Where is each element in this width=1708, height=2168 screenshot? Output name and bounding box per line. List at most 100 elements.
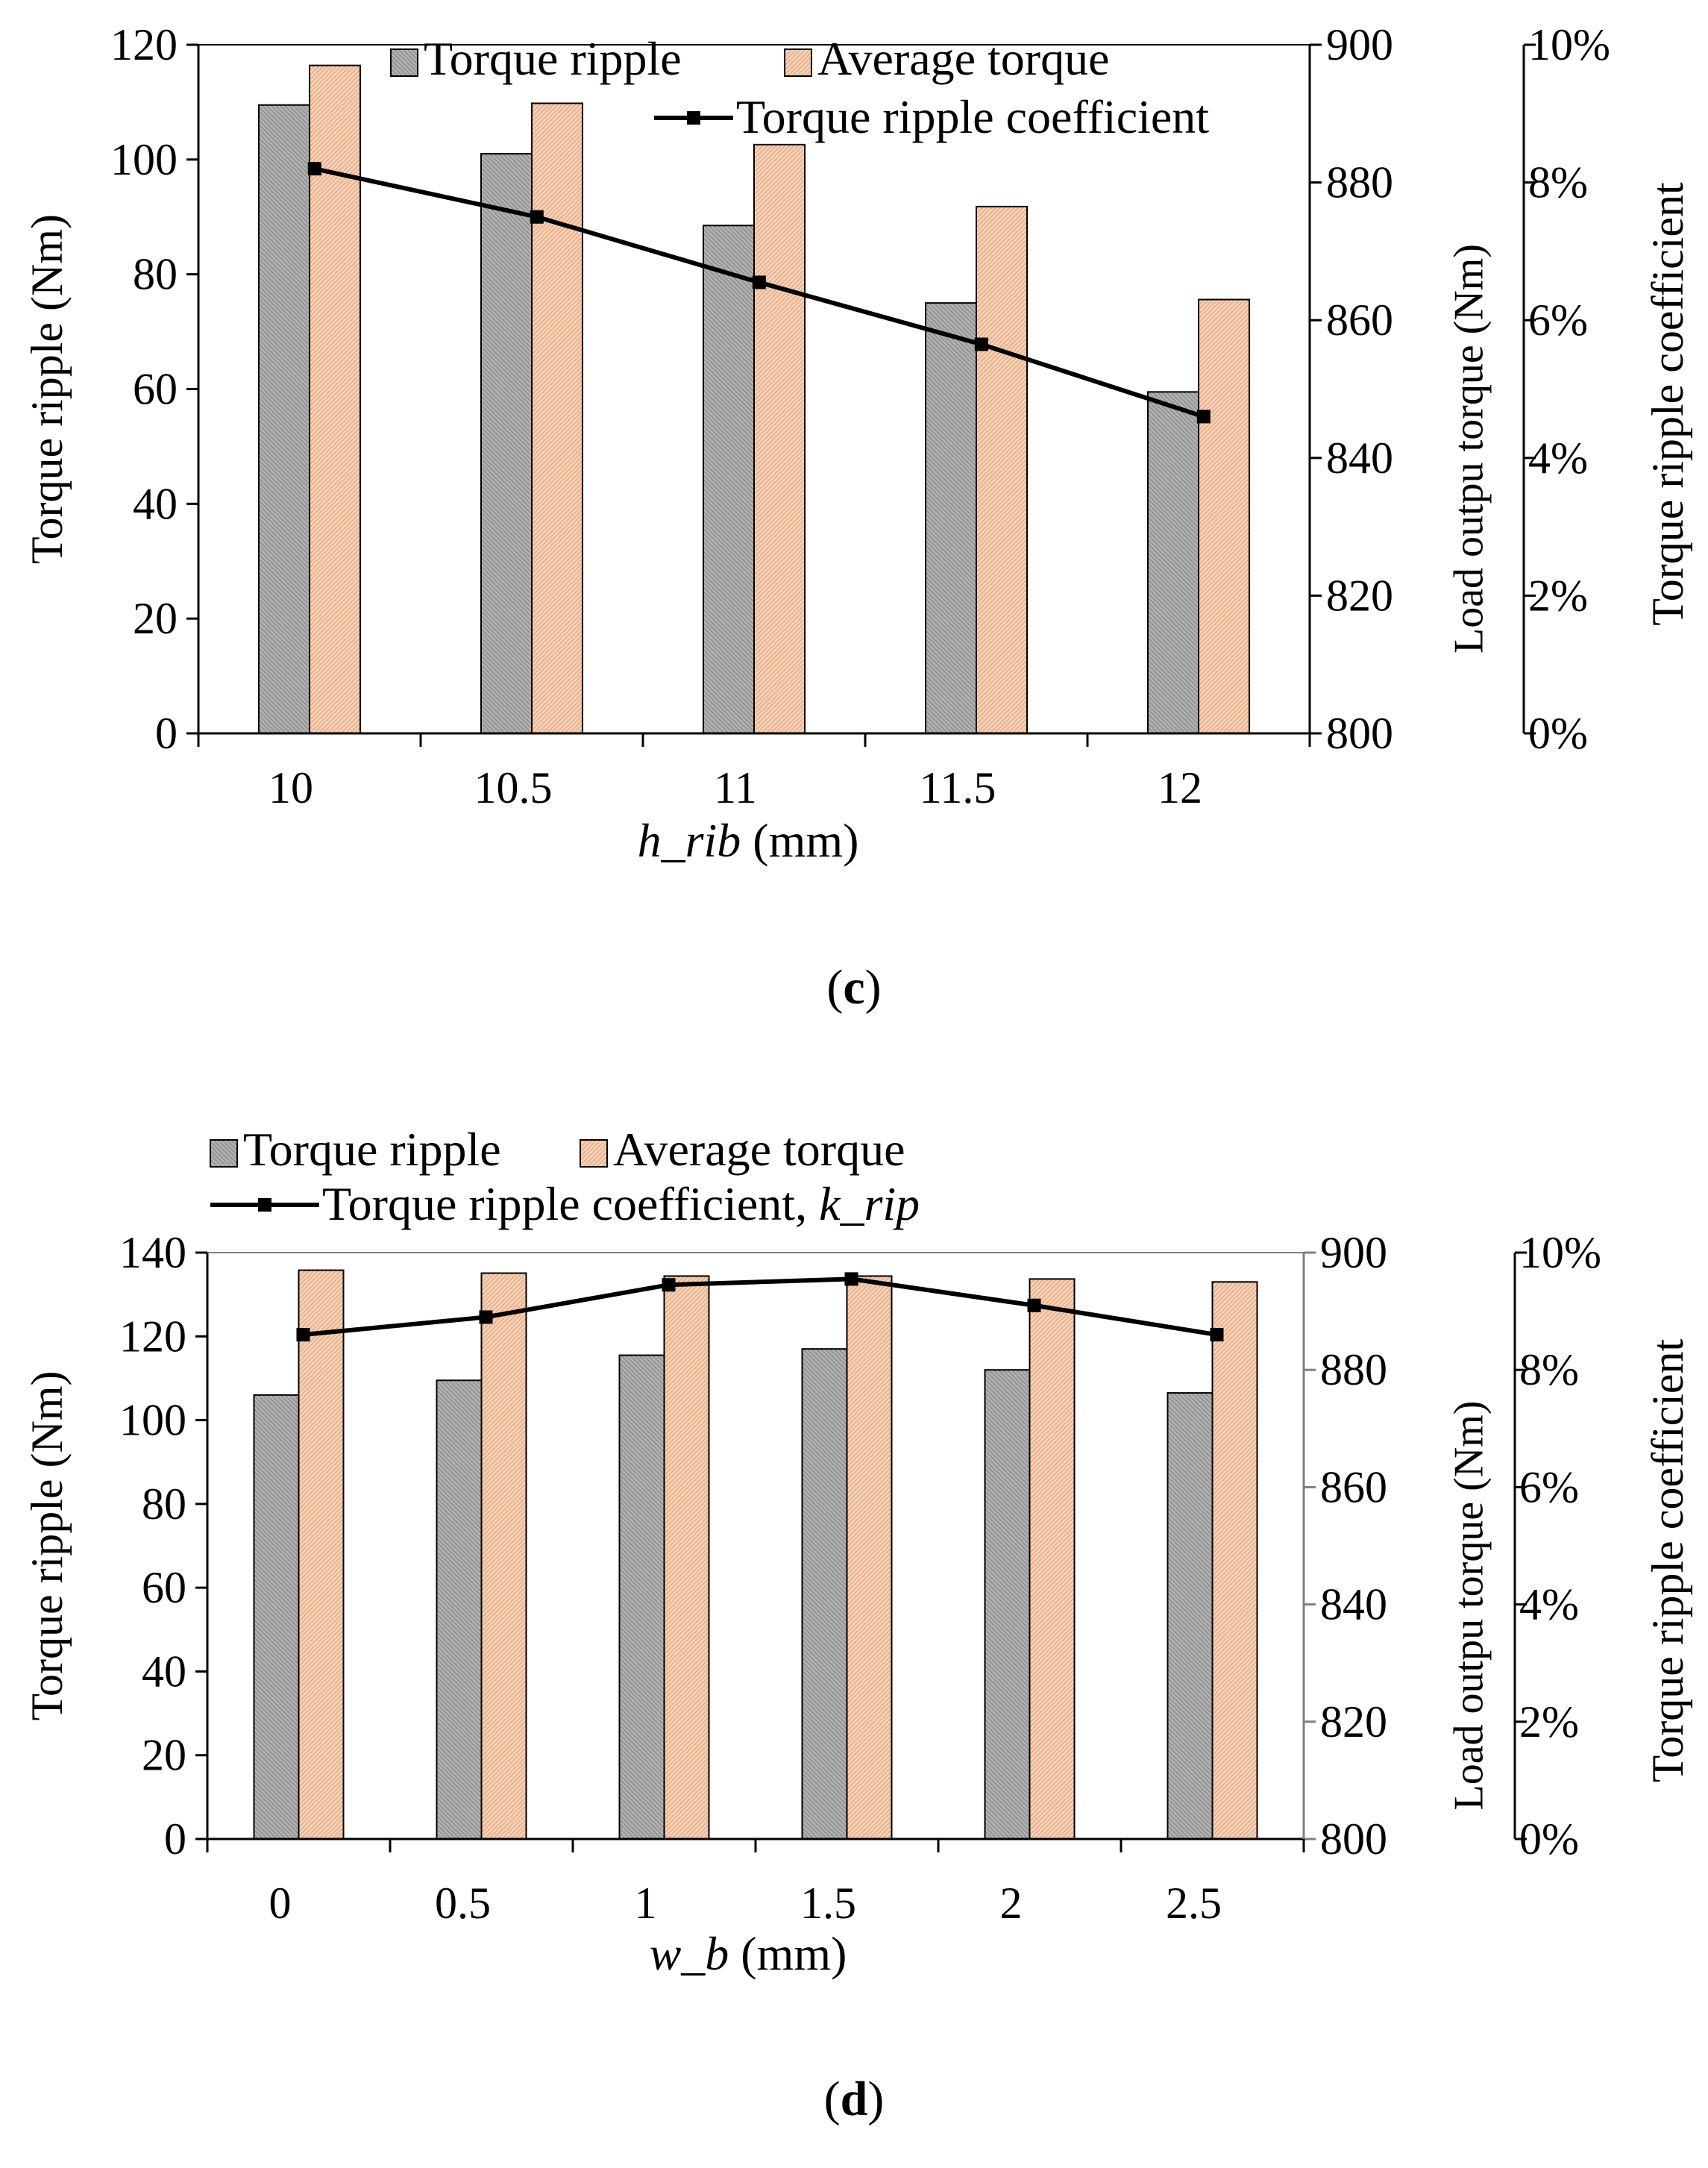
x-axis-variable: w_b: [650, 1927, 729, 1980]
right-tick-label: 6%: [1519, 1462, 1579, 1511]
left-tick-label: 80: [133, 250, 178, 299]
x-tick-label: 1.5: [800, 1879, 856, 1928]
left-tick-label: 140: [119, 1228, 186, 1277]
marker-torque-ripple-coefficient-0: [307, 162, 321, 176]
left-tick-label: 0: [155, 709, 178, 758]
chart-panel-d: 0204060801001201408008208408608809000%2%…: [22, 1123, 1692, 2126]
mid-tick-label: 820: [1320, 1697, 1387, 1746]
mid-tick-label: 880: [1320, 1345, 1387, 1394]
legend-swatch-torque-ripple: [390, 48, 418, 77]
bar-average-torque-1: [480, 1272, 527, 1840]
x-tick-label: 2: [1000, 1879, 1023, 1928]
x-axis-variable: h_rib: [638, 814, 741, 867]
left-tick-label: 0: [164, 1814, 186, 1864]
mid-tick-label: 840: [1320, 1580, 1387, 1629]
right-tick-label: 0%: [1528, 709, 1588, 758]
left-tick-label: 120: [119, 1312, 186, 1361]
x-axis-label: w_b (mm): [650, 1927, 847, 1980]
line-torque-ripple-coefficient: [303, 1276, 1217, 1338]
bar-average-torque-2: [753, 143, 806, 734]
mid-tick-label: 820: [1326, 571, 1393, 620]
bar-torque-ripple-1: [480, 153, 533, 734]
legend-label-coefficient-text: Torque ripple coefficient: [736, 90, 1209, 143]
bar-average-torque-4: [1198, 298, 1250, 734]
marker-torque-ripple-coefficient-2: [662, 1278, 676, 1292]
right-tick-label: 10%: [1528, 20, 1610, 69]
mid-tick-label: 860: [1326, 295, 1393, 345]
left-tick-label: 120: [110, 20, 178, 69]
bar-average-torque-1: [531, 102, 583, 734]
left-tick-label: 100: [110, 135, 178, 184]
right-tick-label: 10%: [1519, 1228, 1601, 1277]
marker-torque-ripple-coefficient-1: [479, 1310, 493, 1324]
legend-label-average-torque: Average torque: [613, 1123, 905, 1176]
panel-letter: c: [843, 960, 864, 1015]
legend-label-coefficient: Torque ripple coefficient, k_rip: [322, 1177, 920, 1230]
legend-label-coefficient-text: Torque ripple coefficient,: [322, 1177, 819, 1230]
x-tick-label: 0: [269, 1879, 292, 1928]
marker-torque-ripple-coefficient-3: [974, 337, 988, 351]
marker-torque-ripple-coefficient-1: [530, 210, 544, 224]
marker-torque-ripple-coefficient-0: [296, 1328, 310, 1342]
legend-swatch-average-torque: [784, 48, 812, 77]
chart-panel-c: 0 20 40 60 80 100 120 800 820 840 860 880 900 0% 2% 4% 6…: [22, 20, 1692, 1015]
bar-torque-ripple-2: [703, 225, 755, 735]
mid-tick-label: 900: [1326, 20, 1393, 69]
marker-torque-ripple-coefficient-4: [1027, 1298, 1041, 1312]
bar-average-torque-2: [663, 1275, 710, 1840]
x-tick-label: 10: [269, 763, 313, 812]
right-axis-label: Torque ripple coefficient: [1643, 182, 1692, 626]
panel-label: (c): [826, 960, 881, 1015]
left-tick-label: 80: [142, 1479, 186, 1529]
bar-torque-ripple-2: [618, 1354, 665, 1840]
bar-average-torque-3: [846, 1275, 893, 1840]
right-tick-label: 8%: [1528, 158, 1588, 207]
legend-marker-coefficient: [258, 1198, 271, 1212]
left-tick-label: 40: [142, 1647, 186, 1696]
legend-label-coefficient: Torque ripple coefficient: [736, 90, 1209, 143]
bar-torque-ripple-1: [436, 1379, 483, 1840]
x-tick-label: 11: [714, 763, 757, 812]
right-tick-label: 4%: [1528, 433, 1588, 483]
panel-label: (d): [824, 2072, 885, 2126]
x-axis-unit: (mm): [729, 1927, 847, 1980]
bar-torque-ripple-3: [801, 1348, 848, 1840]
legend-label-torque-ripple: Torque ripple: [243, 1123, 501, 1176]
marker-torque-ripple-coefficient-4: [1196, 410, 1211, 424]
x-tick-label: 10.5: [474, 763, 553, 812]
bar-torque-ripple-3: [925, 302, 977, 734]
marker-torque-ripple-coefficient-5: [1210, 1328, 1224, 1342]
right-tick-label: 8%: [1519, 1345, 1579, 1394]
mid-tick-label: 900: [1320, 1228, 1387, 1277]
bar-torque-ripple-4: [1147, 391, 1199, 734]
x-tick-label: 1: [635, 1879, 657, 1928]
x-tick-label: 0.5: [435, 1879, 491, 1928]
legend-swatch-average-torque: [580, 1139, 608, 1168]
legend-label-average-torque: Average torque: [817, 32, 1110, 85]
mid-tick-label: 860: [1320, 1462, 1387, 1511]
bar-average-torque-0: [298, 1269, 345, 1840]
left-tick-label: 60: [133, 365, 178, 414]
x-tick-label: 2.5: [1166, 1879, 1222, 1928]
left-tick-label: 40: [133, 479, 178, 528]
legend-label-coefficient-var: k_rip: [819, 1177, 920, 1230]
mid-tick-label: 800: [1326, 709, 1393, 758]
mid-axis-label: Load outpu torque (Nm): [1446, 244, 1492, 654]
left-tick-label: 100: [119, 1396, 186, 1445]
right-tick-label: 2%: [1519, 1697, 1579, 1746]
bar-average-torque-4: [1029, 1278, 1076, 1840]
right-tick-label: 6%: [1528, 295, 1588, 345]
x-axis-unit: (mm): [741, 814, 858, 867]
x-tick-label: 11.5: [920, 763, 996, 812]
legend-marker-coefficient: [687, 111, 700, 125]
right-tick-label: 2%: [1528, 571, 1588, 620]
x-axis-label: h_rib (mm): [638, 814, 859, 867]
left-axis-label: Torque ripple (Nm): [22, 1371, 72, 1721]
panel-letter: d: [841, 2072, 868, 2126]
left-tick-label: 20: [142, 1731, 186, 1780]
bar-torque-ripple-4: [984, 1369, 1031, 1840]
bar-torque-ripple-0: [253, 1394, 300, 1840]
left-tick-label: 20: [133, 594, 178, 643]
